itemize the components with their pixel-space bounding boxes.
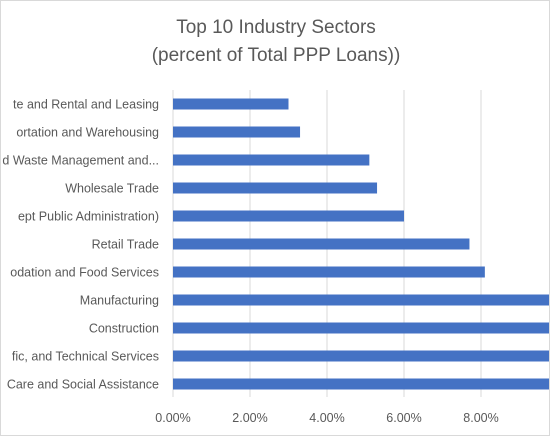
category-label-4: ept Public Administration) xyxy=(18,210,159,224)
chart-title: Top 10 Industry Sectors xyxy=(176,17,376,38)
chart-subtitle: (percent of Total PPP Loans)) xyxy=(151,45,401,66)
bar-8 xyxy=(173,322,549,334)
category-label-6: odation and Food Services xyxy=(10,266,159,280)
bar-1 xyxy=(173,126,301,138)
x-tick-label-4: 8.00% xyxy=(463,411,498,425)
x-tick-label-2: 4.00% xyxy=(309,411,344,425)
x-tick-label-1: 2.00% xyxy=(232,411,267,425)
category-label-0: te and Rental and Leasing xyxy=(13,98,159,112)
bar-9 xyxy=(173,350,549,362)
category-label-7: Manufacturing xyxy=(80,294,159,308)
x-tick-label-3: 6.00% xyxy=(386,411,421,425)
category-label-2: d Waste Management and... xyxy=(2,154,159,168)
x-tick-label-0: 0.00% xyxy=(155,411,190,425)
category-label-9: fic, and Technical Services xyxy=(12,350,159,364)
bar-0 xyxy=(173,98,289,110)
category-label-10: Care and Social Assistance xyxy=(7,378,159,392)
category-label-5: Retail Trade xyxy=(92,238,159,252)
bar-7 xyxy=(173,294,549,306)
bar-2 xyxy=(173,154,370,166)
bar-4 xyxy=(173,210,404,222)
category-label-1: ortation and Warehousing xyxy=(16,126,159,140)
bar-6 xyxy=(173,266,485,278)
bar-5 xyxy=(173,238,470,250)
bar-10 xyxy=(173,378,549,390)
bar-3 xyxy=(173,182,378,194)
category-label-8: Construction xyxy=(89,322,159,336)
category-label-3: Wholesale Trade xyxy=(65,182,159,196)
